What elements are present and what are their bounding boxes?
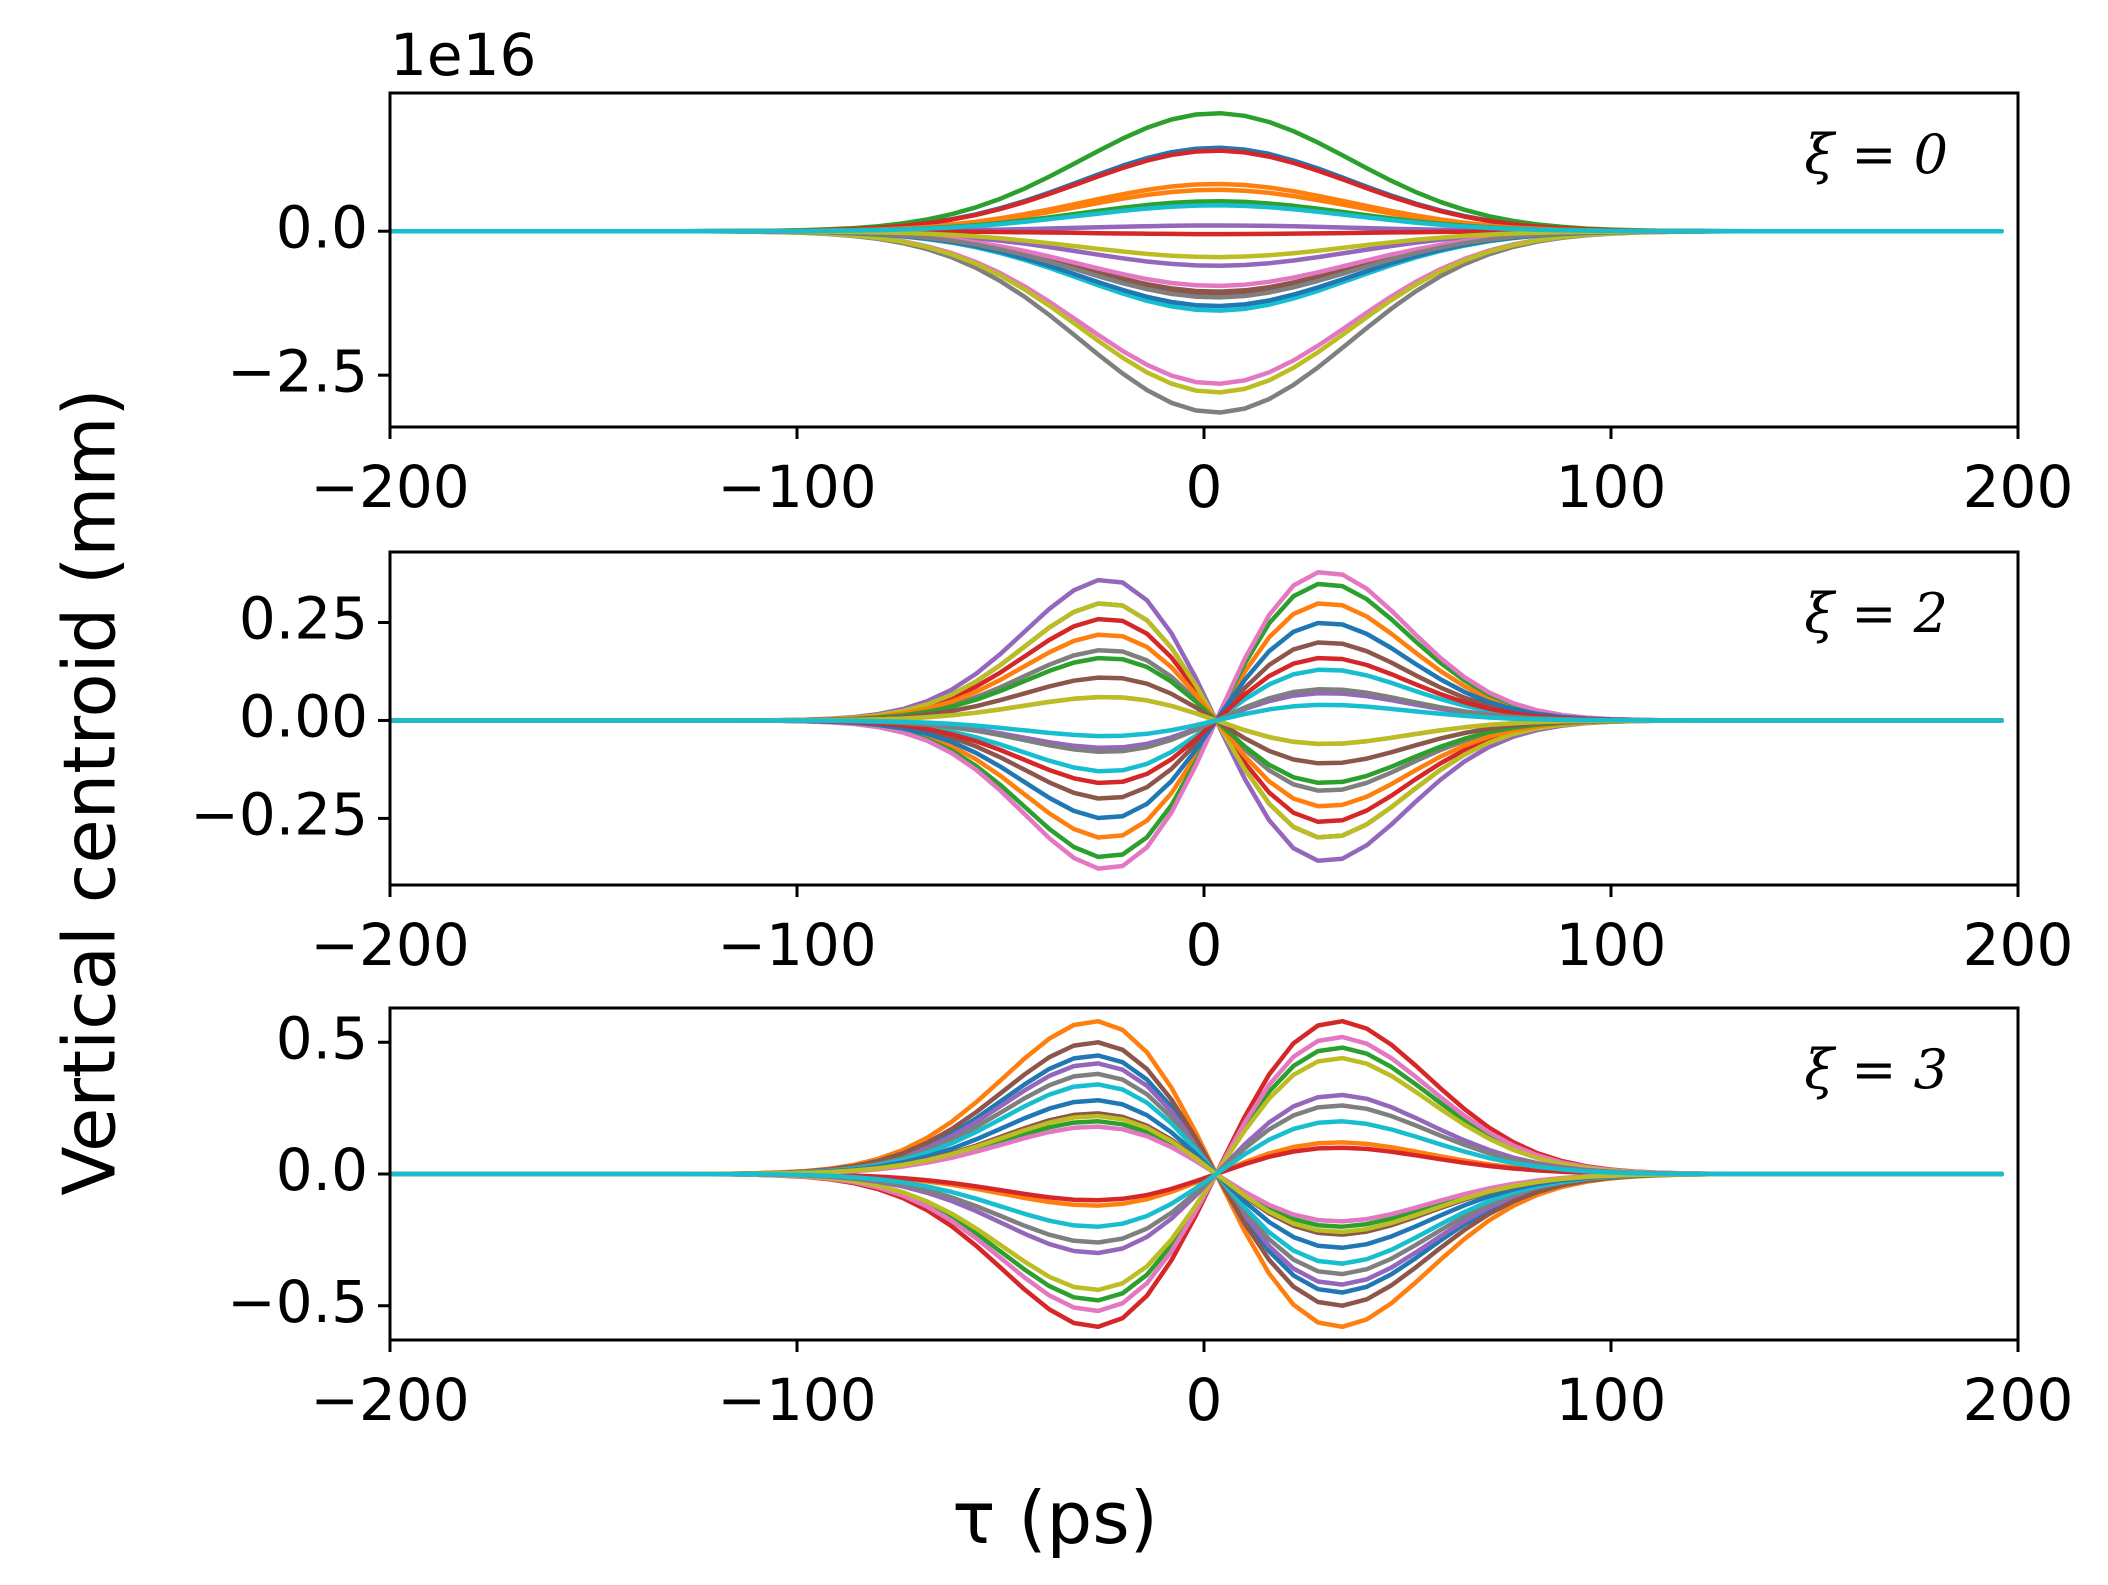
x-tick-label: 0 (1186, 453, 1223, 521)
x-tick-label: 200 (1963, 453, 2074, 521)
x-tick-label: −100 (717, 911, 876, 979)
y-tick-label: 0.5 (276, 1004, 368, 1072)
y-tick-label: 0.25 (239, 585, 368, 653)
panel-middle: −200 −100 0 100 200 0.25 0.00 −0.25 ξ = 2 (190, 550, 2074, 979)
panel-annotation: ξ = 2 (1804, 582, 1948, 645)
y-tick-label: −0.25 (190, 781, 368, 849)
y-tick-label: 0.0 (276, 193, 368, 261)
x-tick-label: −200 (310, 911, 469, 979)
series-line-s6 (390, 228, 2004, 294)
x-tick-label: −100 (717, 1366, 876, 1434)
x-tick-label: −100 (717, 453, 876, 521)
panel-bottom: −200 −100 0 100 200 0.5 0.0 −0.5 ξ = 3 (227, 1004, 2073, 1434)
series-group (390, 570, 2004, 871)
x-tick-label: 200 (1963, 1366, 2074, 1434)
x-tick-label: 100 (1556, 453, 1667, 521)
x-tick-label: −200 (310, 453, 469, 521)
panel-annotation: ξ = 3 (1804, 1038, 1948, 1101)
x-tick-label: 200 (1963, 911, 2074, 979)
y-tick-label: 0.0 (276, 1136, 368, 1204)
series-line-s20 (390, 1119, 2004, 1229)
y-offset-label: 1e16 (390, 21, 536, 89)
y-tick-label: −0.5 (227, 1268, 368, 1336)
x-tick-label: 100 (1556, 911, 1667, 979)
x-tick-label: 100 (1556, 1366, 1667, 1434)
series-line-s20 (390, 203, 2004, 234)
series-line-s15 (390, 228, 2004, 268)
series-line-s20 (390, 702, 2004, 739)
x-tick-label: 0 (1186, 1366, 1223, 1434)
panel-top: −200 −100 0 100 200 0.0 −2.5 1e16 ξ = 0 (227, 21, 2073, 521)
panel-annotation: ξ = 0 (1804, 123, 1948, 186)
y-tick-label: 0.00 (239, 683, 368, 751)
x-tick-label: −200 (310, 1366, 469, 1434)
y-axis-title: Vertical centroid (mm) (48, 388, 132, 1195)
y-tick-label: −2.5 (227, 337, 368, 405)
series-group (390, 1018, 2004, 1330)
plot-frame (388, 91, 2020, 429)
series-line-s7 (390, 228, 2004, 386)
x-tick-label: 0 (1186, 911, 1223, 979)
x-axis-title: τ (ps) (952, 1476, 1158, 1560)
series-line-s3 (390, 110, 2004, 234)
series-group (390, 110, 2004, 415)
